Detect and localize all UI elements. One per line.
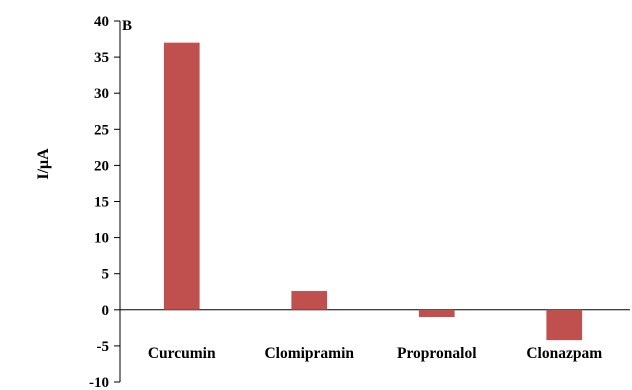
y-tick-label: 20 — [94, 158, 109, 174]
category-label: Clomipramin — [264, 345, 354, 362]
y-tick-label: 0 — [102, 303, 110, 319]
y-tick-label: -5 — [97, 339, 110, 355]
y-tick-label: 30 — [94, 86, 109, 102]
category-label: Curcumin — [148, 345, 216, 362]
y-tick-label: 25 — [94, 122, 109, 138]
bar-propronalol — [418, 309, 455, 318]
y-tick-label: 10 — [94, 231, 109, 247]
y-tick-label: 5 — [102, 267, 110, 283]
bar-clomipramin — [291, 291, 328, 310]
bars — [163, 42, 583, 341]
y-tick-label: -10 — [89, 375, 109, 390]
y-tick-label: 40 — [94, 14, 109, 30]
y-tick-label: 15 — [94, 195, 109, 211]
panel-label: B — [122, 18, 132, 34]
category-label: Propronalol — [397, 345, 477, 362]
category-label: Clonazpam — [526, 345, 602, 362]
bar-clonazpam — [546, 309, 583, 341]
y-axis-title: I/μA — [35, 148, 52, 180]
bar-curcumin — [163, 42, 200, 310]
category-labels: Curcumin Clomipramin Propronalol Clonazpam — [148, 345, 602, 362]
y-tick-labels: -10 -5 0 5 10 15 20 25 30 35 40 — [89, 14, 109, 390]
y-axis — [114, 20, 121, 383]
y-tick-label: 35 — [94, 50, 109, 66]
